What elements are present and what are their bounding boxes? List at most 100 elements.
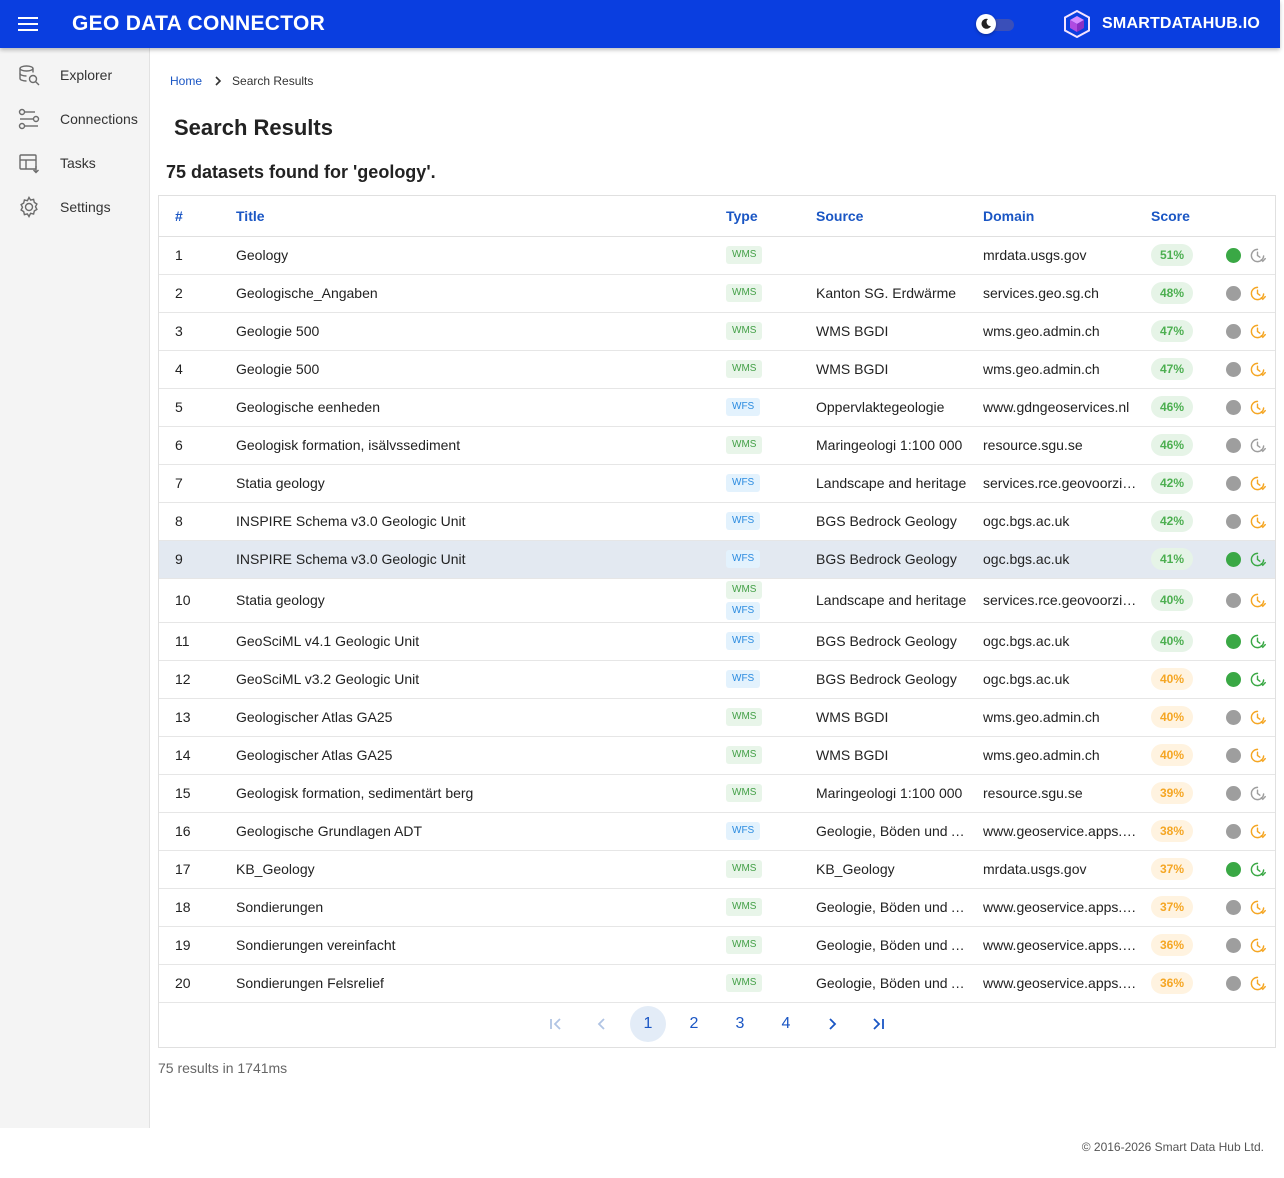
page-button-1[interactable]: 1 (630, 1006, 666, 1042)
table-row[interactable]: 14 Geologischer Atlas GA25 WMS WMS BGDI wms.… (159, 736, 1275, 775)
status-indicator[interactable] (1226, 592, 1241, 608)
dataset-title[interactable]: Geology (235, 236, 726, 275)
table-row[interactable]: 4 Geologie 500 WMS WMS BGDI wms.geo.admin.ch… (159, 350, 1275, 389)
schedule-clock-icon[interactable] (1249, 633, 1266, 650)
dataset-title[interactable]: Geologisk formation, isälvssediment (235, 426, 726, 465)
dataset-title[interactable]: Statia geology (235, 578, 726, 623)
table-row[interactable]: 19 Sondierungen vereinfacht WMS Geologie, B… (159, 926, 1275, 965)
status-indicator[interactable] (1226, 285, 1241, 301)
table-row[interactable]: 9 INSPIRE Schema v3.0 Geologic Unit WFS BGS… (159, 540, 1275, 579)
column-header-source[interactable]: Source (816, 196, 983, 237)
previous-page-button[interactable] (584, 1006, 620, 1042)
status-indicator[interactable] (1226, 709, 1241, 725)
status-indicator[interactable] (1226, 899, 1241, 915)
status-indicator[interactable] (1226, 361, 1241, 377)
next-page-button[interactable] (814, 1006, 850, 1042)
dataset-title[interactable]: GeoSciML v4.1 Geologic Unit (235, 622, 726, 661)
status-indicator[interactable] (1226, 975, 1241, 991)
schedule-clock-icon[interactable] (1249, 823, 1266, 840)
column-header-title[interactable]: Title (235, 196, 726, 237)
schedule-clock-icon[interactable] (1249, 247, 1266, 264)
brand-link[interactable]: SMARTDATAHUB.IO (1064, 10, 1260, 38)
status-indicator[interactable] (1226, 785, 1241, 801)
schedule-clock-icon[interactable] (1249, 513, 1266, 530)
status-indicator[interactable] (1226, 633, 1241, 649)
column-header-score[interactable]: Score (1151, 196, 1223, 237)
column-header-type[interactable]: Type (726, 196, 816, 237)
table-row[interactable]: 10 Statia geology WMS WFS Landscape and heri… (159, 578, 1275, 623)
dataset-title[interactable]: Geologische eenheden (235, 388, 726, 427)
table-row[interactable]: 6 Geologisk formation, isälvssediment WMS M… (159, 426, 1275, 465)
schedule-clock-icon[interactable] (1249, 285, 1266, 302)
schedule-clock-icon[interactable] (1249, 437, 1266, 454)
table-row[interactable]: 2 Geologische_Angaben WMS Kanton SG. Erdwär… (159, 274, 1275, 313)
status-indicator[interactable] (1226, 437, 1241, 453)
dataset-title[interactable]: Geologischer Atlas GA25 (235, 736, 726, 775)
schedule-clock-icon[interactable] (1249, 861, 1266, 878)
status-indicator[interactable] (1226, 671, 1241, 687)
dataset-title[interactable]: Geologisk formation, sedimentärt berg (235, 774, 726, 813)
dataset-title[interactable]: INSPIRE Schema v3.0 Geologic Unit (235, 502, 726, 541)
status-indicator[interactable] (1226, 247, 1241, 263)
status-indicator[interactable] (1226, 475, 1241, 491)
status-indicator[interactable] (1226, 747, 1241, 763)
schedule-clock-icon[interactable] (1249, 937, 1266, 954)
status-indicator[interactable] (1226, 861, 1241, 877)
dataset-title[interactable]: KB_Geology (235, 850, 726, 889)
page-button-2[interactable]: 2 (689, 1015, 699, 1032)
sidebar-item-connections[interactable]: Connections (0, 97, 149, 141)
schedule-clock-icon[interactable] (1249, 709, 1266, 726)
schedule-clock-icon[interactable] (1249, 975, 1266, 992)
table-row[interactable]: 7 Statia geology WFS Landscape and heritage… (159, 464, 1275, 503)
schedule-clock-icon[interactable] (1249, 323, 1266, 340)
dataset-title[interactable]: Geologie 500 (235, 312, 726, 351)
table-row[interactable]: 15 Geologisk formation, sedimentärt berg W… (159, 774, 1275, 813)
schedule-clock-icon[interactable] (1249, 361, 1266, 378)
dataset-title[interactable]: Geologischer Atlas GA25 (235, 698, 726, 737)
sidebar-item-settings[interactable]: Settings (0, 185, 149, 229)
schedule-clock-icon[interactable] (1249, 475, 1266, 492)
schedule-clock-icon[interactable] (1249, 399, 1266, 416)
schedule-clock-icon[interactable] (1249, 785, 1266, 802)
dataset-title[interactable]: Geologische Grundlagen ADT (235, 812, 726, 851)
status-indicator[interactable] (1226, 823, 1241, 839)
dataset-title[interactable]: Statia geology (235, 464, 726, 503)
table-row[interactable]: 3 Geologie 500 WMS WMS BGDI wms.geo.admin.ch… (159, 312, 1275, 351)
schedule-clock-icon[interactable] (1249, 592, 1266, 609)
last-page-button[interactable] (860, 1006, 896, 1042)
table-row[interactable]: 12 GeoSciML v3.2 Geologic Unit WFS BGS Bedr… (159, 660, 1275, 699)
menu-button[interactable] (0, 0, 56, 48)
theme-toggle[interactable] (976, 14, 1016, 34)
table-row[interactable]: 16 Geologische Grundlagen ADT WFS Geologie,… (159, 812, 1275, 851)
schedule-clock-icon[interactable] (1249, 747, 1266, 764)
page-button-3[interactable]: 3 (735, 1015, 745, 1032)
column-header-domain[interactable]: Domain (983, 196, 1151, 237)
status-indicator[interactable] (1226, 323, 1241, 339)
sidebar-item-tasks[interactable]: Tasks (0, 141, 149, 185)
first-page-button[interactable] (538, 1006, 574, 1042)
table-row[interactable]: 11 GeoSciML v4.1 Geologic Unit WFS BGS Bedr… (159, 622, 1275, 661)
dataset-title[interactable]: Geologische_Angaben (235, 274, 726, 313)
column-header-num[interactable]: # (159, 196, 235, 237)
sidebar-item-explorer[interactable]: Explorer (0, 53, 149, 97)
table-row[interactable]: 18 Sondierungen WMS Geologie, Böden und Alt… (159, 888, 1275, 927)
status-indicator[interactable] (1226, 513, 1241, 529)
table-row[interactable]: 13 Geologischer Atlas GA25 WMS WMS BGDI wms.… (159, 698, 1275, 737)
dataset-title[interactable]: GeoSciML v3.2 Geologic Unit (235, 660, 726, 699)
page-button-4[interactable]: 4 (781, 1015, 791, 1032)
schedule-clock-icon[interactable] (1249, 551, 1266, 568)
dataset-title[interactable]: Sondierungen (235, 888, 726, 927)
table-row[interactable]: 8 INSPIRE Schema v3.0 Geologic Unit WFS BGS… (159, 502, 1275, 541)
table-row[interactable]: 20 Sondierungen Felsrelief WMS Geologie, Bö… (159, 964, 1275, 1003)
status-indicator[interactable] (1226, 937, 1241, 953)
table-row[interactable]: 17 KB_Geology WMS KB_Geology mrdata.usgs.gov… (159, 850, 1275, 889)
table-row[interactable]: 1 Geology WMS mrdata.usgs.gov 51% (159, 236, 1275, 275)
table-row[interactable]: 5 Geologische eenheden WFS Oppervlaktegeolo… (159, 388, 1275, 427)
schedule-clock-icon[interactable] (1249, 671, 1266, 688)
status-indicator[interactable] (1226, 399, 1241, 415)
dataset-title[interactable]: INSPIRE Schema v3.0 Geologic Unit (235, 540, 726, 579)
dataset-title[interactable]: Sondierungen Felsrelief (235, 964, 726, 1003)
dataset-title[interactable]: Geologie 500 (235, 350, 726, 389)
breadcrumb-home[interactable]: Home (170, 74, 203, 88)
dataset-title[interactable]: Sondierungen vereinfacht (235, 926, 726, 965)
